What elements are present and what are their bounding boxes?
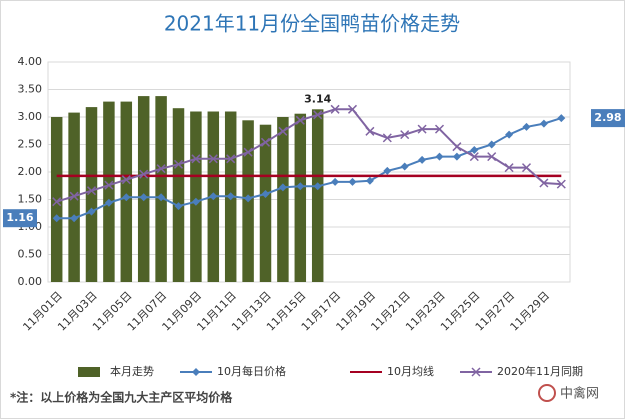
marker <box>400 130 410 140</box>
y-tick-label: 2.00 <box>18 165 43 178</box>
marker <box>121 175 131 185</box>
marker <box>539 119 548 128</box>
marker <box>313 182 322 191</box>
marker <box>296 182 305 191</box>
marker <box>417 124 427 134</box>
marker <box>452 152 461 161</box>
bar <box>120 101 133 282</box>
marker <box>557 114 566 123</box>
marker <box>278 126 288 136</box>
bar <box>137 96 150 282</box>
marker <box>226 192 235 201</box>
marker <box>539 178 549 188</box>
marker <box>383 166 392 175</box>
data-label-box <box>591 109 625 128</box>
legend-label: 10月每日价格 <box>217 364 286 378</box>
legend-swatch <box>78 367 100 377</box>
marker <box>278 183 287 192</box>
legend-marker <box>471 367 481 377</box>
bar <box>311 109 324 282</box>
marker <box>52 197 62 207</box>
marker <box>505 130 514 139</box>
marker <box>86 186 97 196</box>
marker <box>87 207 96 216</box>
y-tick-label: 3.00 <box>18 110 43 123</box>
marker <box>191 154 201 164</box>
marker <box>174 202 183 211</box>
bar <box>294 113 307 282</box>
marker <box>69 191 79 201</box>
legend-label: 本月走势 <box>110 364 154 378</box>
marker <box>243 147 253 157</box>
legend-label: 10月均线 <box>387 364 434 378</box>
marker <box>522 122 531 131</box>
marker <box>400 162 409 171</box>
y-tick-label: 3.50 <box>18 83 43 96</box>
marker <box>348 177 357 186</box>
marker <box>504 163 514 173</box>
marker <box>331 177 340 186</box>
y-tick-label: 0.00 <box>18 275 43 288</box>
marker <box>157 193 166 202</box>
bar <box>68 112 80 282</box>
data-label: 1.16 <box>6 211 33 224</box>
marker <box>365 126 375 136</box>
watermark: 中禽网 <box>560 386 599 402</box>
data-label-box <box>3 209 37 228</box>
legend-marker <box>192 368 200 376</box>
marker <box>156 164 166 174</box>
marker <box>469 152 479 162</box>
marker <box>191 197 200 206</box>
marker <box>487 152 497 162</box>
marker <box>313 110 323 120</box>
marker <box>347 104 358 114</box>
marker <box>556 179 566 189</box>
marker <box>104 180 114 190</box>
note: *注：以上价格为全国九大主产区平均价格 <box>10 390 233 405</box>
y-tick-label: 1.50 <box>18 193 43 206</box>
marker <box>139 169 149 179</box>
data-label: 2.98 <box>594 111 621 124</box>
line <box>56 108 562 203</box>
marker <box>435 152 444 161</box>
bar <box>190 111 202 282</box>
marker <box>521 163 532 173</box>
marker <box>487 140 496 149</box>
watermark-icon <box>538 384 556 402</box>
marker <box>209 192 218 201</box>
y-tick-label: 0.50 <box>18 248 43 261</box>
marker <box>244 194 253 203</box>
marker <box>122 193 131 202</box>
bar <box>277 117 289 282</box>
bar <box>50 117 63 282</box>
marker <box>418 155 427 164</box>
marker <box>70 214 79 223</box>
bar <box>85 107 98 282</box>
marker <box>260 137 271 147</box>
marker <box>104 198 113 207</box>
marker <box>330 104 340 114</box>
marker <box>434 124 445 134</box>
bar <box>103 101 115 282</box>
chart-title: 2021年11月份全国鸭苗价格走势 <box>164 12 460 36</box>
bar <box>155 96 167 282</box>
marker <box>295 115 305 125</box>
y-tick-label: 4.00 <box>18 55 43 68</box>
marker <box>470 146 479 154</box>
marker <box>173 159 184 169</box>
marker <box>261 190 270 198</box>
bar <box>172 108 185 282</box>
marker <box>452 142 462 152</box>
marker <box>208 154 218 164</box>
marker <box>226 154 236 164</box>
marker <box>52 214 61 223</box>
y-tick-label: 2.50 <box>18 138 43 151</box>
legend-label: 2020年11月同期 <box>497 364 583 378</box>
bar <box>259 124 272 282</box>
marker <box>139 193 148 202</box>
marker <box>365 176 374 185</box>
marker <box>382 133 392 143</box>
data-label: 3.14 <box>304 92 331 105</box>
